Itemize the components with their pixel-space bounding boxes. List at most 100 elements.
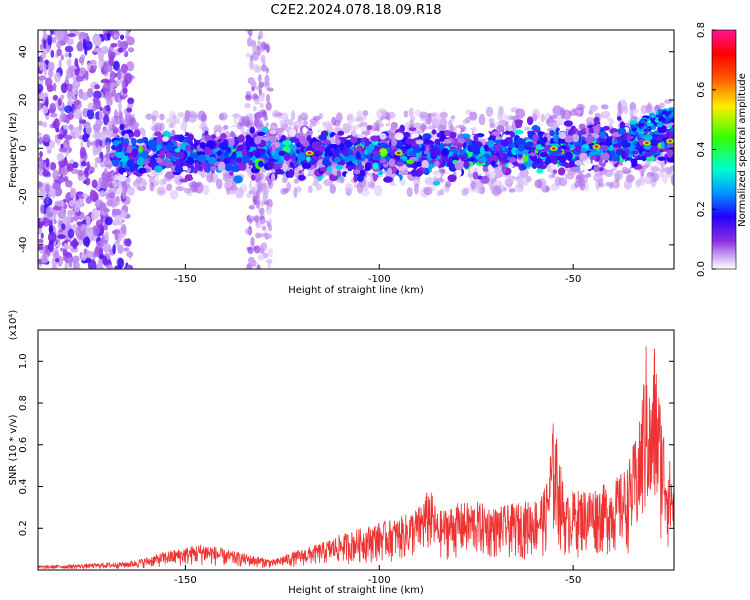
- spectrogram-cell: [360, 126, 367, 132]
- spectrogram-cell: [91, 211, 96, 221]
- spectrogram-cell: [588, 110, 594, 115]
- spectrogram-cell: [266, 87, 274, 92]
- spectrogram-cell: [617, 127, 627, 135]
- spectrogram-cell: [523, 126, 531, 131]
- spectrogram-cell: [252, 105, 257, 112]
- spectrogram-cell: [532, 134, 539, 142]
- spectrogram-cell: [211, 134, 216, 140]
- snr-y-label: SNR (10 * v/v): [8, 414, 19, 485]
- spectrogram-cell: [58, 58, 62, 70]
- spectrogram-x-tick-label: -50: [565, 274, 581, 285]
- spectrogram-cell: [432, 180, 441, 186]
- spectrogram-cell: [335, 138, 341, 145]
- spectrogram-cell: [258, 74, 262, 83]
- spectrogram-cell: [126, 186, 135, 196]
- spectrogram-cell: [104, 167, 108, 174]
- spectrogram-cell: [52, 36, 57, 44]
- spectrogram-cell: [311, 141, 321, 150]
- spectrogram-cell: [671, 111, 674, 116]
- spectrogram-cell: [339, 142, 345, 152]
- spectrogram-cell: [224, 150, 230, 158]
- spectrogram-cell: [97, 49, 104, 62]
- spectrogram-cell: [113, 181, 122, 187]
- spectrogram-cell: [207, 156, 217, 165]
- spectrogram-cell: [480, 175, 490, 184]
- spectrogram-cell: [100, 225, 105, 236]
- spectrogram-cell: [383, 176, 393, 183]
- spectrogram-cell: [117, 257, 125, 269]
- spectrogram-cell: [439, 111, 448, 119]
- snr-x-tick-label: -100: [368, 575, 391, 586]
- spectrogram-cell: [305, 156, 311, 162]
- spectrogram-cell: [635, 179, 641, 189]
- spectrogram-cell: [256, 131, 266, 137]
- spectrogram-cell: [356, 123, 363, 128]
- spectrogram-cell: [93, 147, 102, 153]
- spectrogram-cell: [419, 111, 429, 118]
- spectrogram-cell: [82, 193, 89, 198]
- spectrogram-cell: [594, 145, 599, 148]
- spectrogram-cell: [366, 176, 371, 183]
- spectrogram-cell: [219, 141, 228, 151]
- spectrogram-cell: [48, 240, 54, 253]
- spectrogram-cell: [250, 236, 255, 247]
- spectrogram-cell: [554, 115, 564, 127]
- spectrogram-cell: [248, 217, 253, 224]
- spectrogram-cell: [488, 118, 495, 123]
- spectrogram-cell: [660, 166, 665, 173]
- spectrogram-cell: [339, 159, 346, 166]
- spectrogram-cell: [113, 33, 119, 38]
- spectrogram-cell: [154, 165, 163, 173]
- spectrogram-cell: [331, 116, 337, 126]
- spectrogram-cell: [403, 110, 409, 118]
- spectrogram-cell: [110, 116, 116, 124]
- spectrogram-cell: [80, 254, 87, 261]
- spectrogram-cell: [268, 223, 273, 232]
- spectrogram-cell: [262, 193, 268, 203]
- spectrogram-cell: [660, 161, 666, 168]
- spectrogram-cell: [350, 137, 358, 144]
- spectrogram-cell: [241, 154, 251, 164]
- spectrogram-cell: [76, 232, 85, 241]
- spectrogram-cell: [87, 259, 97, 269]
- spectrogram-cell: [599, 131, 606, 138]
- colorbar: 0.00.20.40.60.8 Normalized spectral ampl…: [696, 22, 748, 277]
- spectrogram-cell: [666, 157, 674, 163]
- spectrogram-cell: [602, 152, 610, 161]
- spectrogram-cell: [251, 44, 257, 54]
- spectrogram-cell: [151, 115, 157, 122]
- spectrogram-cell: [46, 45, 51, 53]
- spectrogram-cell: [329, 184, 336, 194]
- spectrogram-cell: [650, 165, 660, 172]
- spectrogram-cell: [116, 195, 120, 202]
- spectrogram-cell: [199, 141, 206, 149]
- spectrogram-cell: [51, 189, 56, 199]
- spectrogram-cell: [62, 247, 68, 258]
- spectrogram-cell: [539, 151, 548, 158]
- spectrogram-cell: [109, 83, 114, 92]
- spectrogram-cell: [346, 113, 355, 124]
- spectrogram-cell: [56, 40, 62, 49]
- snr-x-tick-label: -50: [565, 575, 581, 586]
- spectrogram-cell: [447, 174, 457, 183]
- spectrogram-cell: [289, 161, 295, 169]
- spectrogram-cell: [48, 140, 55, 149]
- spectrogram-cell: [120, 34, 125, 40]
- spectrogram-cell: [469, 166, 475, 174]
- spectrogram-cell: [446, 159, 453, 168]
- spectrogram-cell: [190, 113, 197, 118]
- spectrogram-cell: [255, 200, 261, 209]
- spectrogram-cell: [40, 232, 44, 239]
- spectrogram-cell: [112, 208, 122, 216]
- spectrogram-cell: [50, 49, 55, 58]
- spectrogram-cell: [536, 164, 547, 170]
- spectrogram-cell: [73, 204, 81, 213]
- spectrogram-cell: [621, 112, 626, 120]
- spectrogram-cell: [378, 147, 388, 157]
- spectrogram-cell: [440, 168, 446, 174]
- spectrogram-cell: [312, 115, 321, 121]
- spectrogram-cell: [94, 84, 100, 90]
- spectrogram-cell: [454, 161, 464, 171]
- spectrogram-cell: [335, 112, 343, 123]
